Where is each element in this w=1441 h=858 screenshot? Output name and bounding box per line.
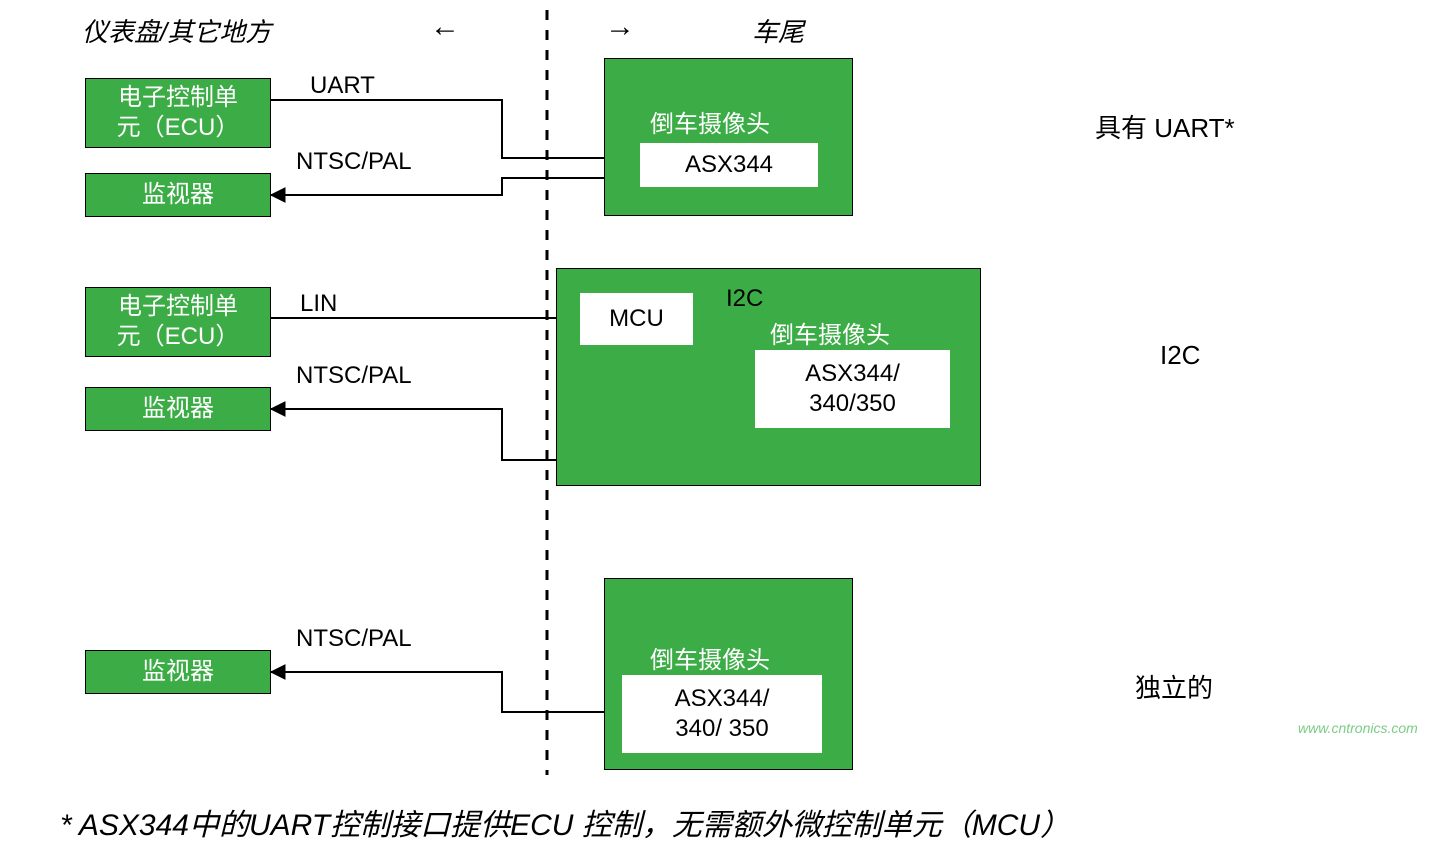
- edge-label-lin_ecu2_mcu: LIN: [300, 290, 337, 318]
- side-label-1: I2C: [1160, 340, 1200, 371]
- edge-label-ntsc_cam2_mon2: NTSC/PAL: [296, 362, 412, 390]
- box-mon1: 监视器: [85, 173, 271, 217]
- side-label-2: 独立的: [1135, 668, 1213, 705]
- header-left: 仪表盘/其它地方: [82, 12, 271, 49]
- edge-ntsc_cam2_mon2: [271, 409, 556, 460]
- box-ecu2: 电子控制单 元（ECU）: [85, 287, 271, 357]
- side-label-0: 具有 UART*: [1095, 108, 1235, 145]
- chip-chip3: ASX344/ 340/ 350: [622, 675, 822, 753]
- box-mon2: 监视器: [85, 387, 271, 431]
- box-ecu1: 电子控制单 元（ECU）: [85, 78, 271, 148]
- camera-label-cam2_lbl: 倒车摄像头: [770, 315, 890, 350]
- footnote: * ASX344中的UART控制接口提供ECU 控制，无需额外微控制单元（MCU…: [60, 800, 1070, 844]
- edge-label-ntsc_cam3_mon3: NTSC/PAL: [296, 625, 412, 653]
- edge-label-uart_ecu1_cam1: UART: [310, 72, 375, 100]
- edge-ntsc_cam1_mon1: [271, 178, 640, 195]
- edge-label-ntsc_cam1_mon1: NTSC/PAL: [296, 148, 412, 176]
- camera-label-cam3_lbl: 倒车摄像头: [650, 640, 770, 675]
- edge-label-i2c_mcu_chip2: I2C: [726, 285, 763, 313]
- camera-label-cam1_lbl: 倒车摄像头: [650, 104, 770, 139]
- edge-ntsc_cam3_mon3: [271, 672, 622, 712]
- chip-chip1: ASX344: [640, 143, 818, 187]
- watermark: www.cntronics.com: [1298, 720, 1418, 736]
- arrow-left-icon: ←: [430, 10, 460, 44]
- arrow-right-icon: →: [605, 10, 635, 44]
- box-mon3: 监视器: [85, 650, 271, 694]
- chip-mcu: MCU: [580, 293, 693, 345]
- header-right: 车尾: [752, 12, 804, 49]
- chip-chip2: ASX344/ 340/350: [755, 350, 950, 428]
